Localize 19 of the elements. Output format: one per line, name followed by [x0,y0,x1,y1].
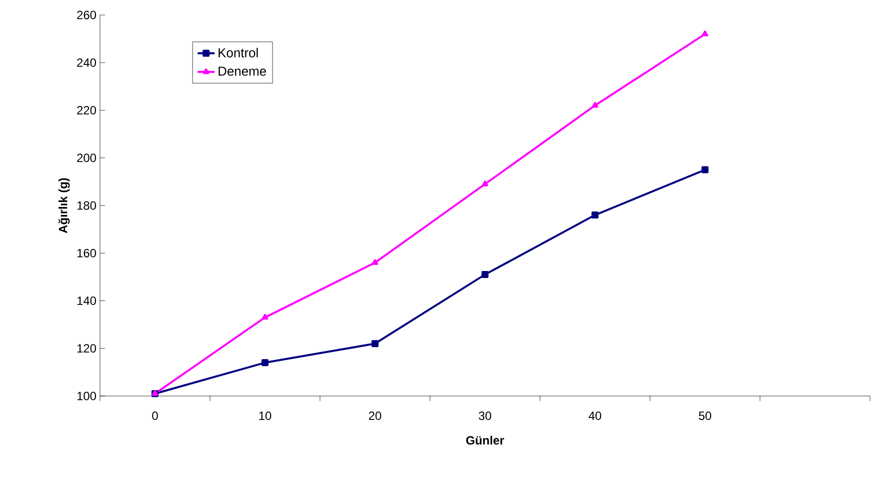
x-tick-label: 40 [588,412,602,420]
legend-label: Kontrol [218,48,258,58]
y-tick-label: 100 [77,392,96,400]
y-tick-label: 200 [77,154,96,162]
x-tick-label: 20 [368,412,382,420]
y-tick-label: 240 [77,58,96,67]
y-tick-label: 140 [77,296,96,305]
legend-label: Deneme [218,66,266,76]
x-tick-label: 30 [478,412,492,420]
x-tick-label: 0 [152,412,158,420]
x-tick-label: 10 [259,412,272,420]
x-tick-label: 50 [698,412,712,420]
y-tick-label: 160 [77,248,96,258]
y-tick-label: 220 [77,106,96,114]
y-tick-label: 120 [77,344,96,353]
y-tick-label: 260 [77,10,96,20]
x-axis-title: Günler [466,436,504,445]
y-tick-label: 180 [77,201,96,210]
y-axis-title: Ağırlık (g) [58,178,70,234]
